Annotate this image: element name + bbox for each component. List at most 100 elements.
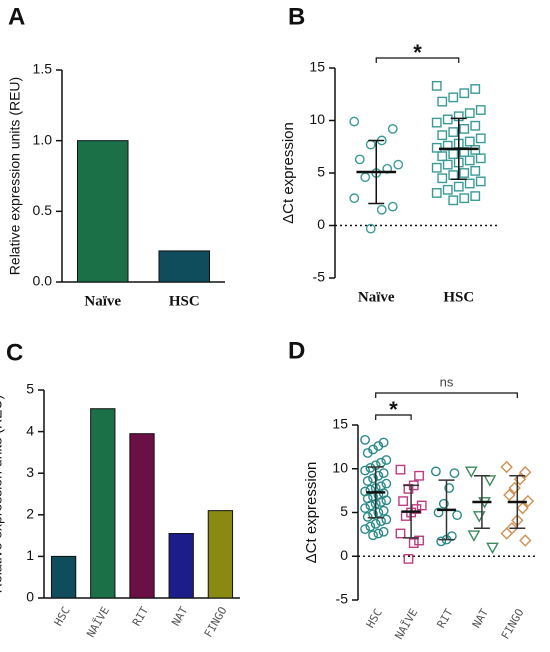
y-axis-title: Relative expression units (REU) [7, 77, 23, 275]
point [381, 455, 392, 465]
y-axis-title: Relative expression units (REU) [0, 395, 5, 593]
bar [90, 408, 116, 599]
point [448, 195, 459, 206]
point [403, 553, 414, 564]
x-tick-label: FINGO [499, 607, 527, 642]
point [470, 84, 481, 94]
point [360, 172, 371, 183]
x-tick-label: HSC [169, 293, 200, 309]
x-tick-label: NAT [470, 606, 491, 630]
point [436, 536, 447, 547]
significance-label: * [389, 397, 398, 422]
point [365, 500, 376, 511]
point [470, 120, 481, 131]
point [437, 151, 448, 162]
point [508, 481, 521, 495]
bar [168, 533, 194, 599]
point [519, 466, 532, 479]
point [387, 201, 398, 212]
point [464, 108, 475, 119]
y-tick-label: 10 [309, 111, 325, 127]
y-tick-label: 5 [26, 381, 34, 397]
point [475, 176, 486, 187]
point [448, 149, 459, 159]
point [470, 165, 481, 176]
point [475, 105, 486, 115]
point [373, 528, 384, 539]
point [395, 528, 406, 539]
point [376, 497, 386, 507]
x-tick-label: Naïve [358, 289, 395, 305]
y-tick-label: 0 [317, 216, 325, 232]
point [378, 505, 389, 516]
point [448, 127, 459, 137]
point [475, 133, 486, 144]
point [431, 162, 442, 173]
y-tick-label: 4 [26, 422, 34, 438]
y-axis-title: ΔCt expression [280, 122, 297, 224]
point [500, 527, 513, 540]
bar [158, 250, 211, 283]
x-tick-label: FINGO [202, 605, 230, 640]
point [442, 184, 453, 195]
point [349, 193, 360, 204]
y-tick-label: -5 [336, 591, 349, 607]
significance-bracket [375, 414, 412, 420]
point [365, 462, 376, 473]
point [475, 153, 486, 164]
y-tick-label: 1.5 [33, 61, 53, 77]
point [437, 173, 448, 184]
point [360, 434, 370, 445]
y-tick-label: 15 [332, 416, 348, 432]
point [362, 476, 373, 486]
y-tick-label: 5 [340, 503, 348, 519]
point [365, 521, 376, 532]
point [459, 123, 470, 134]
point [373, 470, 384, 481]
y-tick-label: 1.0 [33, 131, 53, 147]
y-axis-title: ΔCt expression [303, 462, 320, 564]
x-tick-label: RIT [130, 604, 151, 628]
point [448, 170, 459, 180]
point [516, 501, 529, 515]
panel-label: D [288, 337, 305, 364]
point [521, 494, 535, 508]
point [464, 466, 478, 479]
x-tick-label: HSC [443, 289, 474, 305]
bar [50, 555, 77, 599]
point [368, 530, 378, 541]
panel-label: B [288, 3, 305, 30]
point [430, 466, 441, 477]
y-tick-label: 3 [26, 464, 34, 480]
point [362, 448, 373, 458]
point [437, 96, 448, 107]
point [393, 159, 404, 170]
y-tick-label: -5 [313, 269, 326, 285]
point [398, 496, 409, 507]
point [453, 181, 464, 192]
point [381, 514, 392, 525]
point [373, 507, 384, 518]
point [503, 488, 516, 502]
point [431, 188, 442, 198]
bar [129, 433, 155, 599]
point [459, 88, 470, 99]
point [395, 464, 406, 475]
point [459, 193, 470, 204]
point [467, 530, 481, 542]
x-tick-label: Naïve [84, 293, 121, 309]
point [349, 116, 360, 127]
point [448, 92, 459, 103]
point [378, 526, 389, 537]
point [365, 139, 376, 150]
point [464, 178, 475, 189]
significance-bracket [375, 392, 518, 398]
x-tick-label: HSC [364, 607, 385, 631]
y-tick-label: 0 [26, 589, 34, 605]
y-tick-label: 0 [340, 547, 348, 563]
point [360, 524, 370, 535]
point [368, 473, 378, 484]
y-tick-label: 10 [332, 459, 348, 475]
point [519, 534, 532, 547]
